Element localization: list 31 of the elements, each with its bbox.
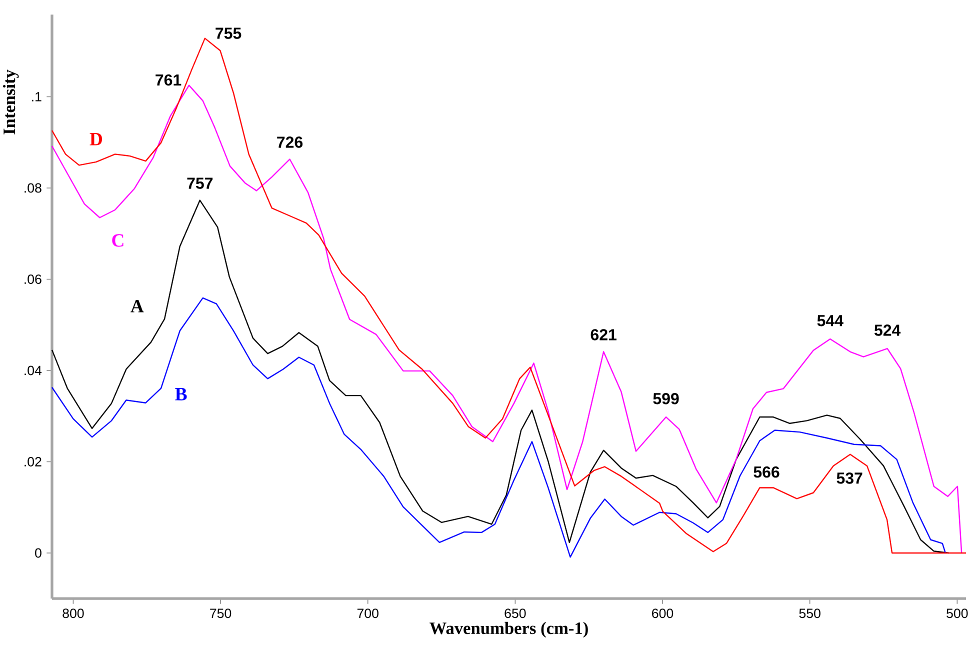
x-tick-label: 500 — [946, 608, 968, 618]
x-axis-title: Wavenumbers (cm-1) — [430, 622, 588, 638]
line-series — [51, 200, 950, 554]
series-label: C — [112, 234, 124, 247]
x-tick-label: 800 — [62, 608, 84, 618]
y-tick-label: .08 — [24, 183, 42, 193]
y-tick-label: 0 — [35, 548, 42, 558]
annotation: 621 — [590, 329, 616, 340]
annotation: 599 — [653, 392, 679, 404]
x-tick-label: 700 — [357, 608, 378, 618]
annotation: 544 — [817, 315, 844, 326]
y-tick-label: .02 — [24, 457, 42, 466]
annotation: 761 — [156, 74, 182, 86]
series-label: D — [90, 133, 102, 146]
line-series — [51, 297, 946, 558]
annotation: 755 — [216, 28, 242, 39]
annotation: 757 — [187, 178, 213, 189]
annotation: 537 — [836, 472, 862, 484]
x-tick-label: 550 — [799, 608, 820, 618]
series-label: A — [130, 300, 144, 312]
series-label: B — [175, 388, 187, 400]
x-tick-label: 650 — [504, 608, 526, 618]
y-tick-label: .04 — [24, 366, 42, 376]
x-tick-label: 600 — [652, 608, 674, 618]
x-tick-label: 750 — [210, 608, 232, 618]
annotation: 726 — [277, 136, 303, 148]
annotation: 566 — [754, 466, 780, 478]
y-axis-title: Intensity — [2, 70, 19, 134]
annotation: 524 — [874, 324, 901, 336]
y-tick-label: .06 — [24, 274, 42, 284]
y-tick-label: .1 — [32, 92, 42, 102]
